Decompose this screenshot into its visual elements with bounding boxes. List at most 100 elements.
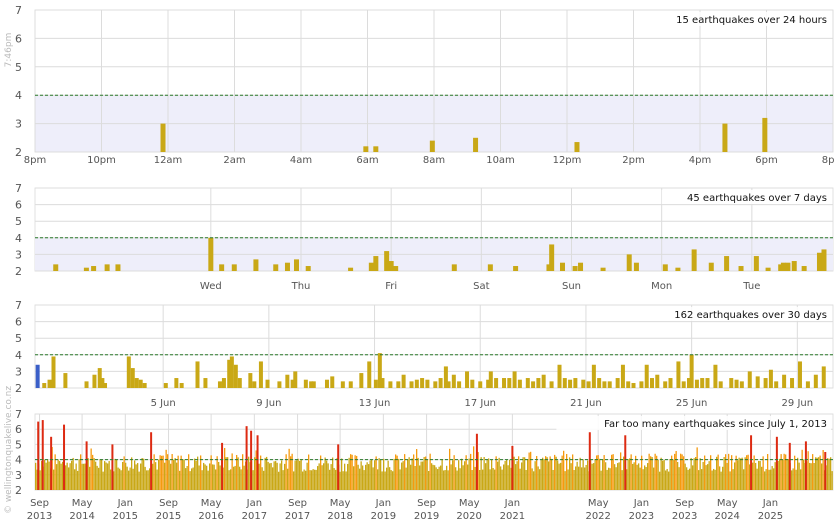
- bar: [248, 373, 253, 388]
- bar: [774, 462, 776, 490]
- bar: [720, 471, 722, 490]
- bar: [602, 381, 607, 388]
- bar: [770, 469, 772, 490]
- bar: [533, 471, 535, 490]
- bar: [309, 470, 311, 490]
- bar: [42, 383, 47, 388]
- bar: [276, 462, 278, 490]
- bar: [705, 378, 710, 388]
- bar: [494, 378, 499, 388]
- x-tick-month: Sep: [675, 498, 694, 509]
- bar: [507, 378, 512, 388]
- bar: [732, 469, 734, 490]
- bar: [698, 470, 700, 490]
- bar: [429, 453, 431, 490]
- bar: [762, 456, 764, 490]
- chart-title: 15 earthquakes over 24 hours: [676, 15, 827, 26]
- bar-peak: [775, 436, 778, 490]
- bar: [725, 454, 727, 490]
- bar: [186, 466, 188, 490]
- bar: [630, 454, 632, 490]
- bar: [293, 471, 295, 490]
- bar: [137, 463, 139, 490]
- y-tick-label: 7: [15, 182, 22, 195]
- bar: [371, 459, 373, 490]
- x-tick-month: Jan: [762, 498, 778, 509]
- bar: [68, 467, 70, 490]
- bar: [734, 462, 736, 490]
- y-tick-label: 4: [15, 454, 22, 467]
- bar: [752, 462, 754, 490]
- bar: [410, 464, 412, 490]
- bar: [381, 471, 383, 490]
- bar: [678, 467, 680, 490]
- bar: [694, 379, 699, 388]
- bar: [491, 459, 493, 490]
- bar: [570, 463, 572, 490]
- x-tick-label: 8pm: [24, 155, 46, 166]
- bar: [779, 458, 781, 490]
- bar: [392, 471, 394, 490]
- bar: [386, 467, 388, 490]
- bar: [446, 465, 448, 490]
- bar: [488, 458, 490, 490]
- bar: [288, 448, 290, 490]
- x-tick-label: 17 Jun: [464, 398, 496, 409]
- bar: [36, 469, 38, 490]
- bar: [399, 469, 401, 490]
- bar: [340, 381, 345, 388]
- bar: [541, 374, 546, 388]
- bar: [57, 459, 59, 490]
- x-tick-label: 4am: [290, 155, 312, 166]
- chart-title: 162 earthquakes over 30 days: [674, 310, 827, 321]
- bar: [303, 379, 308, 388]
- bar: [104, 264, 110, 271]
- bar: [420, 378, 425, 388]
- x-tick-year: 2013: [27, 511, 52, 522]
- bar: [185, 468, 187, 490]
- bar: [747, 371, 752, 388]
- bar: [821, 249, 827, 271]
- y-tick-label: 6: [15, 32, 22, 45]
- bar: [633, 462, 635, 490]
- bar: [465, 455, 467, 490]
- bar: [581, 379, 586, 388]
- bar: [462, 465, 464, 490]
- title-bg: [649, 307, 831, 321]
- bar: [155, 462, 157, 490]
- bar: [204, 464, 206, 490]
- bar: [390, 470, 392, 490]
- bar: [89, 466, 91, 490]
- bar: [126, 466, 128, 490]
- bar: [332, 457, 334, 490]
- y-tick-label: 3: [15, 365, 22, 378]
- bar: [627, 459, 629, 490]
- bar: [248, 456, 250, 490]
- chart-30-days: 2 3 4 5 6 7 5 Jun 9 Jun 13 Jun 17 Jun 21 Jun 25 Jun…: [15, 299, 834, 409]
- bar: [388, 261, 394, 271]
- x-tick-month: Jan: [117, 498, 133, 509]
- bar: [746, 455, 748, 490]
- bar: [768, 369, 773, 388]
- bar: [305, 266, 311, 271]
- bar: [564, 471, 566, 490]
- bar: [372, 467, 374, 490]
- bar: [54, 454, 56, 490]
- bar: [227, 457, 229, 490]
- bar: [821, 366, 826, 388]
- bar: [203, 462, 205, 490]
- bar: [336, 457, 338, 490]
- bar: [810, 463, 812, 490]
- bar: [635, 455, 637, 490]
- bar-peak: [824, 452, 827, 490]
- bar: [581, 467, 583, 490]
- bar: [273, 264, 279, 271]
- bar: [208, 237, 214, 271]
- bar: [675, 267, 681, 271]
- bar: [428, 470, 430, 490]
- bar: [200, 455, 202, 490]
- bar: [219, 264, 225, 271]
- bar: [636, 464, 638, 490]
- bar: [35, 462, 37, 490]
